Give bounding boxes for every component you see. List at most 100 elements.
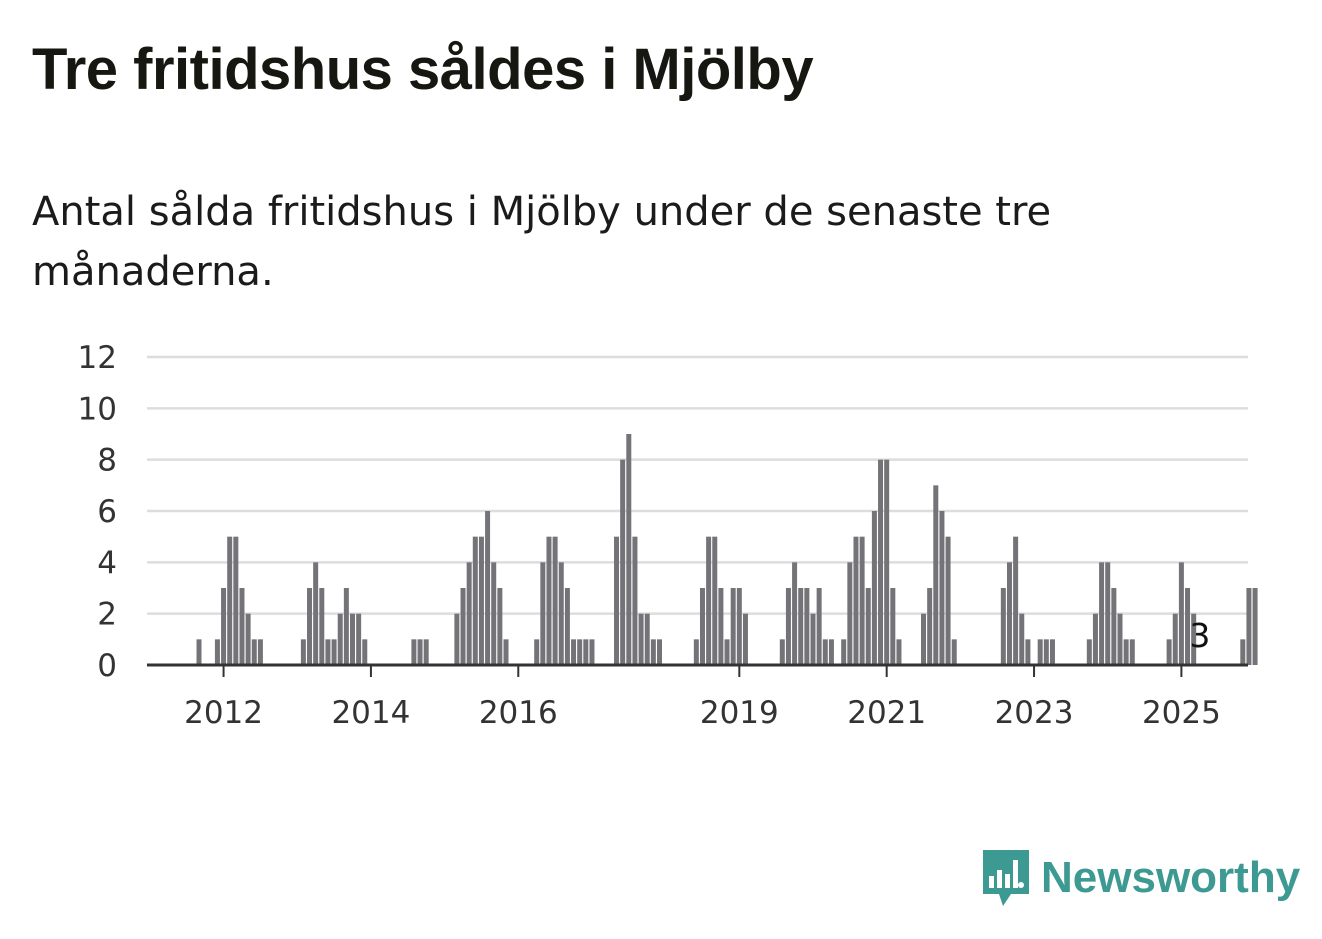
bar (871, 511, 877, 665)
x-tick-label: 2025 (1142, 695, 1221, 731)
bar (1019, 613, 1025, 665)
bar (1049, 639, 1055, 665)
bar-labels: 3 (1189, 616, 1210, 655)
bar (343, 588, 349, 665)
bar (718, 588, 724, 665)
bar (828, 639, 834, 665)
y-tick-label: 0 (97, 648, 117, 684)
bar (896, 639, 902, 665)
bar (558, 562, 564, 665)
bar (540, 562, 546, 665)
x-tick-label: 2019 (700, 695, 779, 731)
bar (816, 588, 822, 665)
bar (742, 613, 748, 665)
bar (423, 639, 429, 665)
newsworthy-logo-icon (983, 850, 1029, 906)
bar (460, 588, 466, 665)
bar (546, 536, 552, 665)
bar (325, 639, 331, 665)
bar (785, 588, 791, 665)
bar (239, 588, 245, 665)
bar (890, 588, 896, 665)
bar (411, 639, 417, 665)
bar (356, 613, 362, 665)
bar (810, 613, 816, 665)
x-tick-label: 2023 (995, 695, 1074, 731)
bar (1025, 639, 1031, 665)
bar (491, 562, 497, 665)
bar (350, 613, 355, 665)
bar (712, 536, 718, 665)
bar (884, 459, 890, 665)
highlight-bar-label: 3 (1189, 616, 1210, 655)
bar (939, 511, 945, 665)
bar (307, 588, 313, 665)
x-tick-label: 2014 (331, 695, 410, 731)
bar (693, 639, 699, 665)
bar (1240, 639, 1246, 665)
bar (571, 639, 577, 665)
bar (859, 536, 865, 665)
bar (1043, 639, 1049, 665)
bar (221, 588, 227, 665)
bar (1185, 588, 1191, 665)
bar (632, 536, 638, 665)
bar (638, 613, 644, 665)
bar (1117, 613, 1123, 665)
x-tick-label: 2016 (479, 695, 558, 731)
y-tick-label: 6 (97, 494, 117, 530)
bar (466, 562, 472, 665)
bar (650, 639, 656, 665)
bar (257, 639, 263, 665)
x-tick-label: 2021 (847, 695, 926, 731)
bar (853, 536, 859, 665)
bar (233, 536, 239, 665)
bar (534, 639, 540, 665)
bar (865, 588, 871, 665)
bar (417, 639, 423, 665)
bar (313, 562, 319, 665)
bar (644, 613, 650, 665)
bar (792, 562, 798, 665)
bar (933, 485, 939, 665)
bar (331, 639, 337, 665)
y-axis-ticks: 0 2 4 6 8 10 12 (78, 340, 117, 684)
bar (583, 639, 589, 665)
bar (1105, 562, 1111, 665)
bar (847, 562, 853, 665)
chart-subtitle: Antal sålda fritidshus i Mjölby under de… (32, 189, 1052, 295)
bar (214, 639, 220, 665)
bar (804, 588, 810, 665)
y-tick-label: 4 (97, 545, 117, 581)
bar (577, 639, 583, 665)
bar (454, 613, 460, 665)
bar (1178, 562, 1184, 665)
bar (945, 536, 951, 665)
bar (626, 434, 632, 665)
y-tick-label: 2 (97, 597, 117, 633)
bar (1006, 562, 1012, 665)
newsworthy-logo: Newsworthy (981, 848, 1300, 908)
bar (1252, 588, 1258, 665)
bar (878, 459, 884, 665)
bar (478, 536, 484, 665)
brand-name: Newsworthy (1041, 853, 1301, 902)
bar (927, 588, 933, 665)
bar (1013, 536, 1019, 665)
bars (196, 434, 1258, 665)
bar (779, 639, 785, 665)
bar (1166, 639, 1172, 665)
bar (1123, 639, 1129, 665)
bar (497, 588, 503, 665)
bar (227, 536, 233, 665)
bar (724, 639, 730, 665)
chart-title: Tre fritidshus såldes i Mjölby (32, 37, 814, 102)
bar (503, 639, 509, 665)
y-tick-label: 8 (97, 443, 117, 479)
bar (951, 639, 957, 665)
y-tick-label: 12 (78, 340, 117, 376)
bar (485, 511, 491, 665)
bar (657, 639, 662, 665)
bar (1111, 588, 1117, 665)
bar (736, 588, 742, 665)
